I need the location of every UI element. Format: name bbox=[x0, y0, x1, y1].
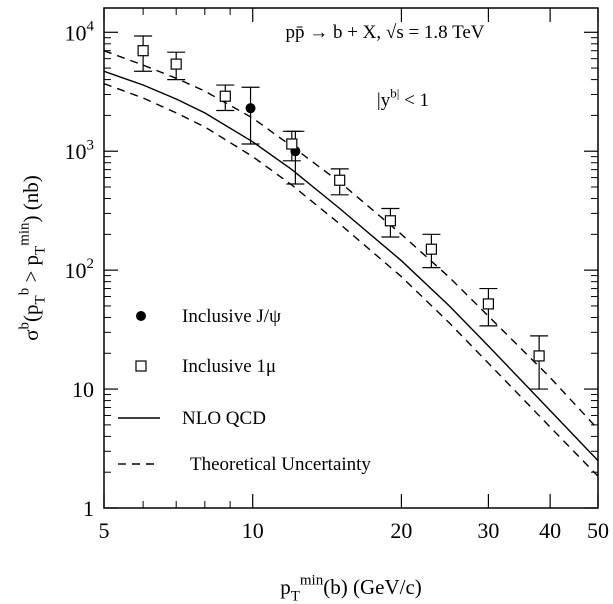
x-tick-label: 5 bbox=[99, 518, 110, 543]
legend-label: Inclusive 1μ bbox=[182, 356, 276, 377]
muon-data-point bbox=[330, 168, 349, 196]
marker-open-square bbox=[384, 215, 397, 227]
muon-data-point bbox=[530, 335, 549, 390]
muon-data-point bbox=[167, 51, 186, 81]
legend: Inclusive J/ψ Inclusive 1μ NLO QCD Theoreti… bbox=[118, 306, 371, 475]
legend-label: Inclusive J/ψ bbox=[182, 306, 281, 327]
marker-open-square bbox=[334, 174, 346, 186]
jpsi-data-point bbox=[241, 86, 260, 145]
legend-entry: Inclusive J/ψ bbox=[136, 306, 281, 327]
muon-data-point bbox=[381, 207, 400, 238]
muon-data-point bbox=[422, 233, 441, 269]
legend-circle-icon bbox=[136, 311, 146, 321]
x-tick-label: 20 bbox=[390, 518, 412, 543]
uncertainty-band-line bbox=[104, 82, 598, 477]
marker-open-square bbox=[170, 58, 182, 70]
marker-open-square bbox=[219, 90, 231, 102]
y-tick-label: 104 bbox=[65, 18, 95, 45]
legend-square-icon bbox=[135, 360, 147, 372]
legend-label: NLO QCD bbox=[182, 408, 266, 429]
y-tick-label: 10 bbox=[72, 377, 94, 402]
legend-entry: Inclusive 1μ bbox=[135, 356, 276, 377]
muon-data-point bbox=[216, 84, 235, 112]
x-axis-label: pTmin(b) (GeV/c) bbox=[280, 573, 422, 604]
marker-open-square bbox=[425, 243, 438, 255]
x-tick-label: 50 bbox=[587, 518, 609, 543]
marker-open-square bbox=[286, 138, 298, 150]
legend-entry: NLO QCD bbox=[118, 408, 266, 429]
process-annotation: pp̄ → b + X, √s = 1.8 TeV bbox=[285, 22, 484, 43]
plot-frame bbox=[103, 7, 599, 509]
uncertainty-band-line bbox=[104, 50, 598, 430]
x-tick-label: 10 bbox=[242, 518, 264, 543]
axis-labels: pTmin(b) (GeV/c) σb(pTb > pTmin) (nb) bbox=[17, 175, 422, 604]
legend-entry: Theoretical Uncertainty bbox=[118, 454, 371, 475]
muon-data-point bbox=[134, 35, 153, 72]
annotations: pp̄ → b + X, √s = 1.8 TeV |yb| < 1 bbox=[285, 22, 484, 111]
plot-area bbox=[104, 35, 598, 477]
legend-label: Theoretical Uncertainty bbox=[190, 454, 371, 475]
y-tick-label: 103 bbox=[65, 137, 95, 164]
marker-open-square bbox=[482, 298, 495, 310]
y-tick-label: 1 bbox=[83, 496, 94, 521]
axis-ticks: 5 10 20 30 40 50 1 10 102 103 104 bbox=[65, 8, 609, 543]
nlo-qcd-line bbox=[104, 70, 598, 462]
x-tick-label: 30 bbox=[477, 518, 499, 543]
muon-data-point bbox=[282, 130, 301, 162]
x-tick-label: 40 bbox=[539, 518, 561, 543]
y-tick-label: 102 bbox=[65, 256, 95, 283]
muon-data-point bbox=[479, 287, 498, 327]
marker-open-square bbox=[137, 45, 149, 57]
rapidity-annotation: |yb| < 1 bbox=[377, 85, 429, 111]
marker-filled-circle bbox=[245, 103, 256, 114]
y-axis-label: σb(pTb > pTmin) (nb) bbox=[17, 175, 49, 341]
marker-open-square bbox=[533, 350, 545, 362]
